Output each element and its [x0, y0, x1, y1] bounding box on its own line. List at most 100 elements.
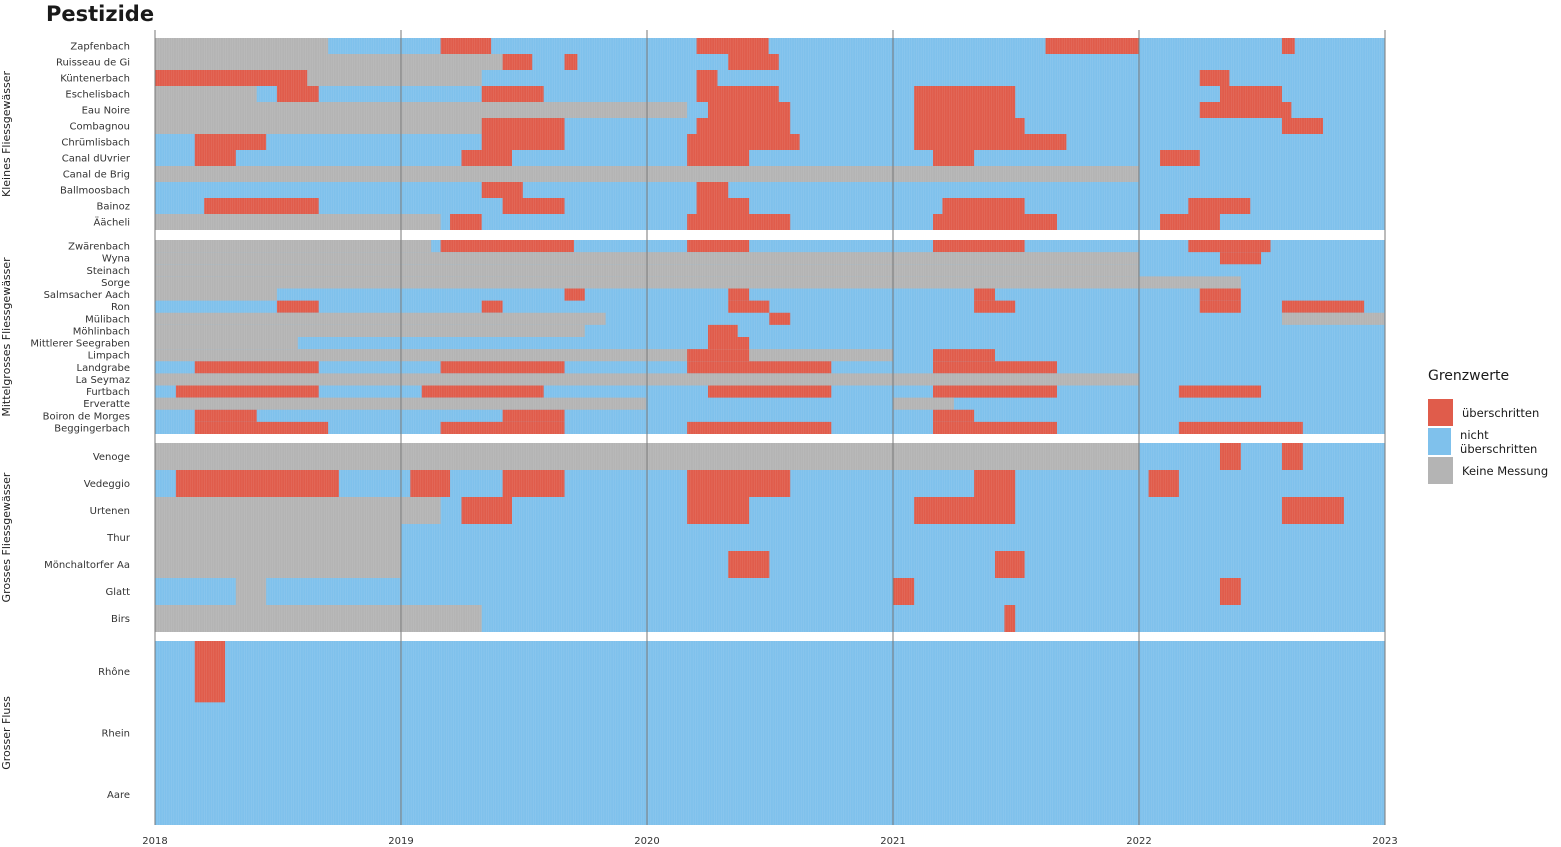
- cell-exceeded: [933, 214, 1057, 230]
- row-label: Möhlinbach: [73, 326, 130, 337]
- row-label: Eau Noire: [82, 106, 130, 117]
- row-label: Ruisseau de Gi: [56, 58, 130, 69]
- cell-exceeded: [933, 349, 995, 362]
- row-label: Bainoz: [97, 202, 130, 213]
- cell-exceeded: [1199, 300, 1241, 313]
- row-label: Aare: [107, 790, 130, 801]
- cell-exceeded: [687, 470, 791, 497]
- cell-no-measurement: [155, 118, 482, 134]
- row-label: Zwärenbach: [68, 242, 130, 253]
- cell-exceeded: [440, 38, 492, 54]
- cell-exceeded: [708, 337, 750, 350]
- cell-exceeded: [769, 312, 791, 325]
- cell-exceeded: [481, 134, 565, 150]
- cell-no-measurement: [155, 54, 503, 70]
- group-label: Grosser Fluss: [0, 696, 13, 770]
- cell-no-measurement: [235, 578, 267, 605]
- cell-exceeded: [914, 102, 1016, 118]
- cell-exceeded: [696, 182, 729, 198]
- cell-exceeded: [194, 421, 329, 434]
- row-label: Ron: [111, 302, 130, 313]
- cell-exceeded: [974, 470, 1016, 497]
- cell-no-measurement: [155, 324, 585, 337]
- cell-exceeded: [1281, 497, 1344, 524]
- cell-exceeded: [728, 300, 770, 313]
- cell-no-measurement: [155, 240, 432, 253]
- row-label: Birs: [111, 614, 130, 625]
- legend-item-over: überschritten: [1428, 398, 1561, 427]
- row-label: Eschelisbach: [65, 90, 130, 101]
- panel-background: [155, 641, 1385, 825]
- legend-swatch-over: [1428, 399, 1453, 426]
- cell-exceeded: [1004, 605, 1016, 632]
- group-label: Mittelgrosses Fliessgewässer: [0, 257, 13, 417]
- row-label: Mönchaltorfer Aa: [44, 560, 130, 571]
- row-label: Thur: [106, 533, 131, 544]
- cell-exceeded: [1160, 150, 1200, 166]
- cell-exceeded: [502, 470, 565, 497]
- cell-exceeded: [914, 134, 1067, 150]
- row-label: Wyna: [102, 254, 130, 265]
- cell-no-measurement: [1281, 312, 1385, 325]
- cell-exceeded: [687, 134, 800, 150]
- cell-exceeded: [175, 385, 319, 398]
- cell-exceeded: [276, 300, 319, 313]
- cell-no-measurement: [155, 86, 257, 102]
- cell-exceeded: [708, 324, 738, 337]
- cell-exceeded: [1160, 214, 1220, 230]
- cell-exceeded: [175, 470, 339, 497]
- cell-exceeded: [1281, 443, 1303, 470]
- cell-exceeded: [276, 86, 319, 102]
- x-tick-label: 2018: [142, 836, 167, 847]
- cell-exceeded: [1178, 385, 1262, 398]
- row-label: Rhône: [98, 666, 130, 678]
- cell-no-measurement: [155, 551, 401, 578]
- cell-no-measurement: [155, 276, 1241, 289]
- row-label: Combagnou: [70, 122, 130, 133]
- cell-exceeded: [1219, 252, 1262, 265]
- cell-exceeded: [1188, 198, 1251, 214]
- cell-exceeded: [914, 118, 1025, 134]
- cell-exceeded: [440, 421, 565, 434]
- cell-exceeded: [933, 409, 975, 422]
- cell-exceeded: [564, 288, 585, 301]
- cell-exceeded: [194, 150, 236, 166]
- cell-exceeded: [1281, 300, 1365, 313]
- cell-no-measurement: [893, 397, 954, 410]
- cell-exceeded: [450, 214, 482, 230]
- cell-exceeded: [708, 102, 791, 118]
- cell-no-measurement: [155, 38, 329, 54]
- cell-no-measurement: [155, 605, 482, 632]
- legend-title: Grenzwerte: [1428, 368, 1510, 384]
- row-label: La Seymaz: [76, 375, 130, 386]
- legend-swatch-none: [1428, 457, 1453, 484]
- cell-exceeded: [687, 150, 750, 166]
- row-label: Boiron de Morges: [43, 411, 130, 422]
- row-label: Canal dUvrier: [62, 154, 131, 165]
- legend-label-not-over: nicht überschritten: [1460, 427, 1538, 456]
- cell-exceeded: [914, 497, 1016, 524]
- cell-exceeded: [194, 409, 257, 422]
- cell-exceeded: [502, 54, 533, 70]
- cell-exceeded: [1199, 288, 1241, 301]
- row-label: Mülibach: [85, 314, 130, 325]
- cell-exceeded: [194, 361, 319, 374]
- cell-exceeded: [728, 551, 770, 578]
- cell-exceeded: [1219, 578, 1241, 605]
- cell-exceeded: [440, 240, 574, 253]
- row-label: Beggingerbach: [54, 423, 130, 434]
- cell-exceeded: [687, 361, 832, 374]
- x-tick-label: 2023: [1372, 836, 1397, 847]
- cell-exceeded: [194, 134, 267, 150]
- legend-swatch-not-over: [1428, 428, 1452, 455]
- cell-exceeded: [1178, 421, 1303, 434]
- cell-exceeded: [461, 150, 513, 166]
- cell-exceeded: [1199, 70, 1230, 86]
- row-label: Zapfenbach: [70, 42, 130, 53]
- cell-exceeded: [696, 70, 718, 86]
- legend-item-not-over: nicht überschritten: [1428, 427, 1561, 456]
- cell-exceeded: [194, 641, 226, 703]
- cell-exceeded: [481, 300, 503, 313]
- cell-exceeded: [481, 118, 565, 134]
